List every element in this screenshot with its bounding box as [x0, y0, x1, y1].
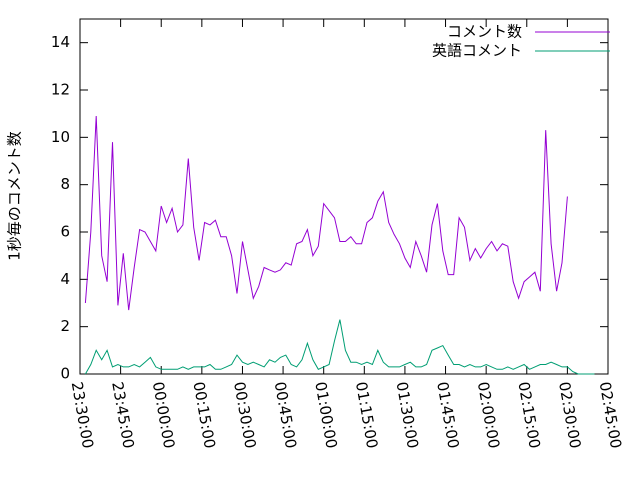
x-tick-label: 23:45:00 — [108, 380, 137, 449]
x-tick-label: 02:30:00 — [555, 380, 584, 449]
y-tick-label: 12 — [51, 81, 70, 99]
legend-label: 英語コメント — [432, 42, 522, 60]
x-tick-label: 01:00:00 — [311, 380, 340, 449]
x-tick-label: 02:45:00 — [596, 380, 625, 449]
y-tick-label: 4 — [60, 270, 70, 288]
y-tick-label: 14 — [51, 33, 70, 51]
x-tick-label: 01:30:00 — [393, 380, 422, 449]
y-tick-label: 6 — [60, 223, 70, 241]
x-tick-label: 00:45:00 — [271, 380, 300, 449]
x-tick-label: 00:00:00 — [149, 380, 178, 449]
plot-border — [79, 18, 609, 375]
series-line — [84, 319, 595, 375]
y-tick-label: 0 — [60, 365, 70, 383]
y-tick-label: 10 — [51, 128, 70, 146]
x-tick-label: 01:15:00 — [352, 380, 381, 449]
x-tick-label: 01:45:00 — [433, 380, 462, 449]
series-line — [84, 115, 568, 311]
x-tick-label: 23:30:00 — [68, 380, 97, 449]
x-tick-label: 00:15:00 — [189, 380, 218, 449]
y-tick-label: 8 — [60, 175, 70, 193]
x-tick-label: 02:00:00 — [474, 380, 503, 449]
x-tick-label: 02:15:00 — [514, 380, 543, 449]
y-axis-label: 1秒毎のコメント数 — [6, 131, 24, 261]
legend-label: コメント数 — [447, 23, 522, 41]
y-tick-label: 2 — [60, 317, 70, 335]
x-tick-label: 00:30:00 — [230, 380, 259, 449]
